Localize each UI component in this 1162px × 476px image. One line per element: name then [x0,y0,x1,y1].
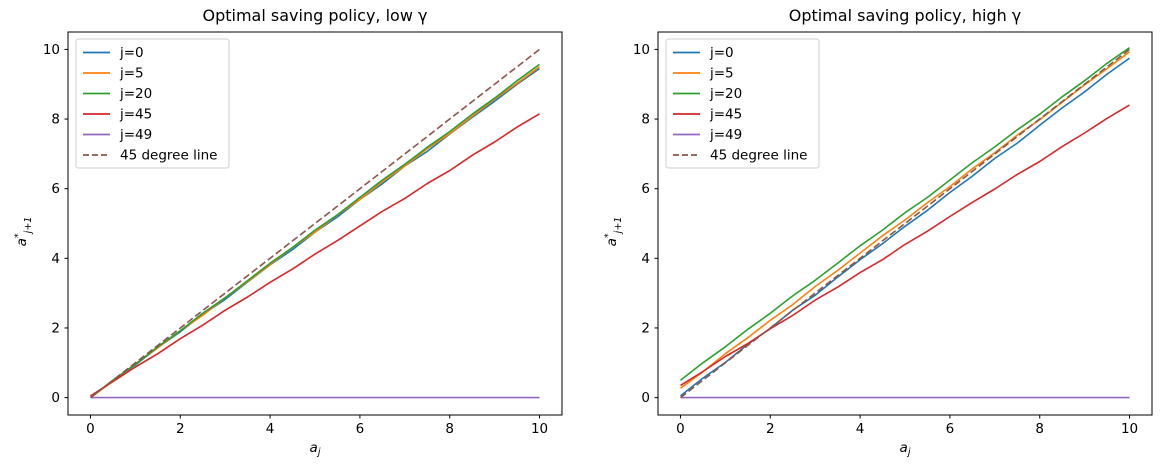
legend-item: j=0 [83,45,144,61]
left-chart: 0 2 4 6 8 10 0 2 4 6 8 10 Optimal saving policy, low… [13,6,563,458]
legend-label: j=20 [119,86,152,102]
legend: j=0 j=5 j=20 j=45 j=49 45 degree line [665,38,820,169]
legend-item: j=5 [83,66,144,82]
legend-label: j=45 [119,107,152,123]
x-tick-label: 8 [1035,421,1044,437]
legend-label: j=49 [709,127,742,143]
y-tick-label: 6 [51,181,60,197]
x-tick-label: 8 [445,421,454,437]
legend-item: j=20 [83,86,152,102]
legend-item: 45 degree line [673,148,807,164]
series-line-45-degree-line [680,48,1130,399]
x-axis-label: aj [310,440,321,458]
right-chart: 0 2 4 6 8 10 0 2 4 6 8 10 Optimal saving policy, hig… [603,6,1153,458]
x-tick-label: 0 [676,421,685,437]
x-tick-label: 2 [176,421,185,437]
legend-item: j=49 [83,127,152,143]
x-axis-label: aj [900,440,911,458]
y-axis-label: a*j+1 [13,217,34,247]
legend-label: j=5 [119,66,144,82]
series-line-j-20 [680,47,1130,381]
y-tick-label: 4 [51,251,60,267]
x-tick-label: 2 [766,421,775,437]
legend-item: j=45 [83,107,152,123]
y-tick-label: 8 [51,112,60,128]
legend-label: j=49 [119,127,152,143]
chart-title: Optimal saving policy, high γ [789,6,1022,25]
x-tick-label: 6 [946,421,955,437]
legend-label: j=20 [709,86,742,102]
legend-label: 45 degree line [120,148,217,164]
y-tick-label: 10 [43,42,60,58]
legend-item: j=20 [673,86,742,102]
series-line-45-degree-line [90,48,540,399]
axes-frame [657,31,1153,416]
series-line-j-45 [90,113,540,397]
x-tick-label: 4 [856,421,865,437]
legend: j=0 j=5 j=20 j=45 j=49 45 degree line [75,38,230,169]
legend-label: j=45 [709,107,742,123]
y-tick-label: 0 [641,390,650,406]
axes-frame [67,31,563,416]
y-tick-label: 4 [641,251,650,267]
legend-box [665,38,820,169]
y-tick-label: 0 [51,390,60,406]
chart-title: Optimal saving policy, low γ [203,6,428,25]
legend-label: j=0 [119,45,144,61]
legend-label: j=0 [709,45,734,61]
legend-item: j=45 [673,107,742,123]
x-tick-label: 6 [356,421,365,437]
x-tick-label: 10 [531,421,548,437]
legend-label: j=5 [709,66,734,82]
y-axis-label: a*j+1 [603,217,624,247]
y-tick-label: 2 [641,320,650,336]
y-tick-label: 10 [633,42,650,58]
legend-label: 45 degree line [710,148,807,164]
x-tick-label: 4 [266,421,275,437]
legend-item: 45 degree line [83,148,217,164]
x-tick-label: 10 [1121,421,1138,437]
legend-box [75,38,230,169]
legend-item: j=5 [673,66,734,82]
y-tick-label: 2 [51,320,60,336]
legend-item: j=49 [673,127,742,143]
x-tick-label: 0 [86,421,95,437]
series-line-j-20 [90,63,540,399]
legend-item: j=0 [673,45,734,61]
y-tick-label: 8 [641,112,650,128]
y-tick-label: 6 [641,181,650,197]
